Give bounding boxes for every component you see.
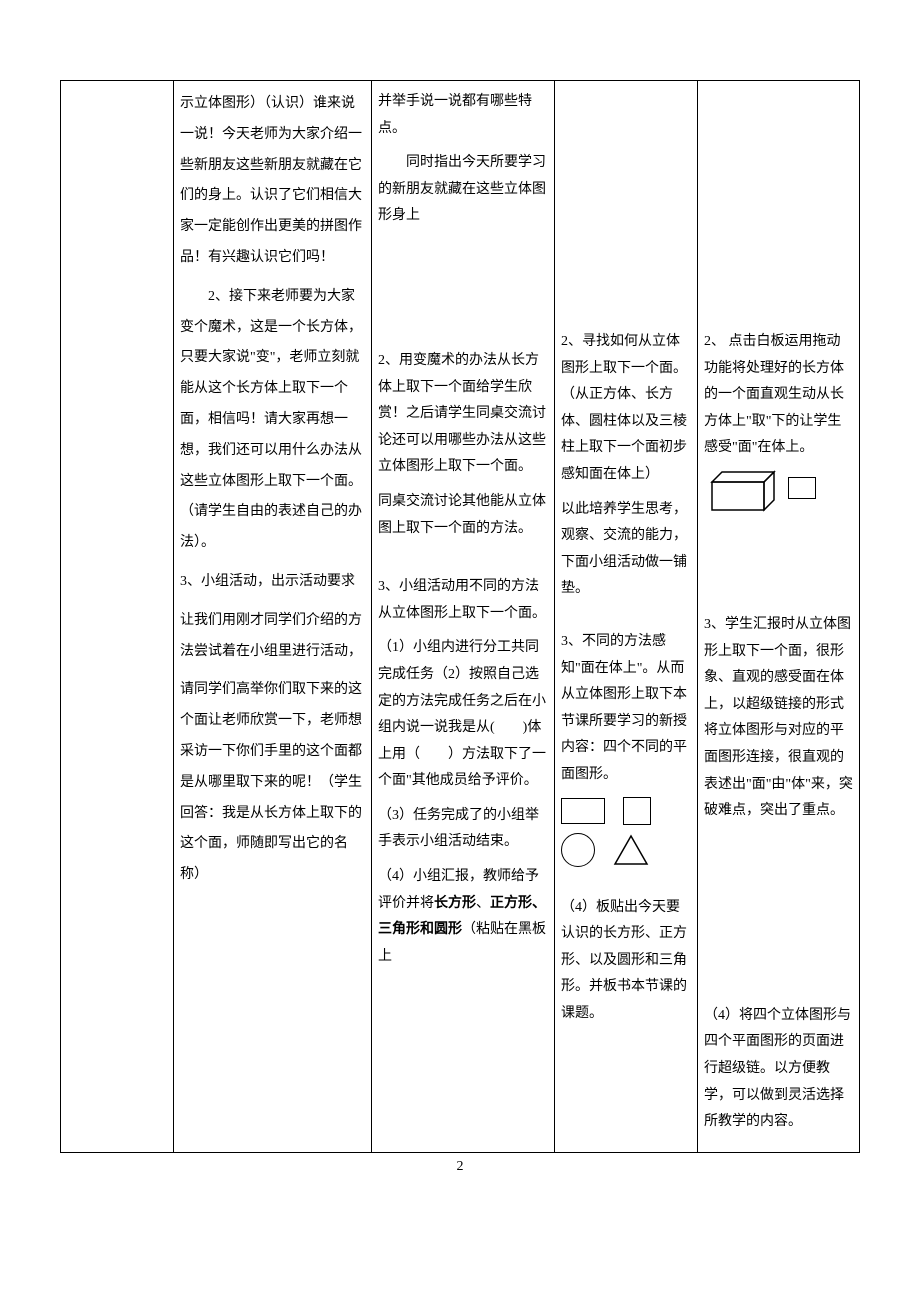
para: 3、小组活动用不同的方法从立体图形上取下一个面。 xyxy=(378,574,548,627)
para: （4）小组汇报，教师给予评价并将长方形、正方形、 三角形和圆形（粘贴在黑板上 xyxy=(378,864,548,970)
square-icon xyxy=(623,797,651,825)
cell-stage xyxy=(61,81,174,1153)
para: 2、寻找如何从立体图形上取下一个面。（从正方体、长方体、圆柱体以及三棱柱上取下一… xyxy=(561,329,691,489)
shapes-row-2 xyxy=(561,833,691,867)
cell-student-activity: 并举手说一说都有哪些特点。 同时指出今天所要学习的新朋友就藏在这些立体图形身上 … xyxy=(372,81,555,1153)
para: 示立体图形）（认识）谁来说一说！今天老师为大家介绍一些新朋友这些新朋友就藏在它们… xyxy=(180,89,365,274)
para: 3、学生汇报时从立体图形上取下一个面，很形象、直观的感受面在体上，以超级链接的形… xyxy=(704,612,853,825)
para: 让我们用刚才同学们介绍的方法尝试着在小组里进行活动， xyxy=(180,606,365,668)
para: 2、用变魔术的办法从长方体上取下一个面给学生欣赏！之后请学生同桌交流讨论还可以用… xyxy=(378,348,548,481)
cell-media-use: 2、 点击白板运用拖动功能将处理好的长方体的一个面直观生动从长方体上"取"下的让… xyxy=(698,81,860,1153)
page-number: 2 xyxy=(0,1159,920,1175)
shapes-row-1 xyxy=(561,797,691,825)
bold-text: 长方形 xyxy=(434,896,476,911)
para: （4）将四个立体图形与四个平面图形的页面进行超级链。以方便教学，可以做到灵活选择… xyxy=(704,1003,853,1136)
cell-teacher-activity: 示立体图形）（认识）谁来说一说！今天老师为大家介绍一些新朋友这些新朋友就藏在它们… xyxy=(174,81,372,1153)
rectangle-icon xyxy=(561,798,605,824)
lesson-plan-table: 示立体图形）（认识）谁来说一说！今天老师为大家介绍一些新朋友这些新朋友就藏在它们… xyxy=(60,80,860,1153)
triangle-icon xyxy=(613,834,649,866)
table-row: 示立体图形）（认识）谁来说一说！今天老师为大家介绍一些新朋友这些新朋友就藏在它们… xyxy=(61,81,860,1153)
para: （1）小组内进行分工共同完成任务（2）按照自己选定的方法完成任务之后在小组内说一… xyxy=(378,635,548,795)
circle-icon xyxy=(561,833,595,867)
para: 2、 点击白板运用拖动功能将处理好的长方体的一个面直观生动从长方体上"取"下的让… xyxy=(704,329,853,462)
small-rect-icon xyxy=(788,477,816,499)
para: 以此培养学生思考，观察、交流的能力，下面小组活动做一铺垫。 xyxy=(561,497,691,603)
document-page: 示立体图形）（认识）谁来说一说！今天老师为大家介绍一些新朋友这些新朋友就藏在它们… xyxy=(0,0,920,1193)
para: （3）任务完成了的小组举手表示小组活动结束。 xyxy=(378,803,548,856)
text: 、 xyxy=(476,896,490,911)
para: 请同学们高举你们取下来的这个面让老师欣赏一下，老师想采访一下你们手里的这个面都是… xyxy=(180,675,365,891)
para: 3、不同的方法感知"面在体上"。从而从立体图形上取下本节课所要学习的新授内容：四… xyxy=(561,629,691,789)
para: 同桌交流讨论其他能从立体图上取下一个面的方法。 xyxy=(378,489,548,542)
cuboid-icon xyxy=(704,470,774,506)
para: 2、接下来老师要为大家变个魔术，这是一个长方体，只要大家说"变"，老师立刻就能从… xyxy=(180,282,365,559)
cell-design-intent: 2、寻找如何从立体图形上取下一个面。（从正方体、长方体、圆柱体以及三棱柱上取下一… xyxy=(555,81,698,1153)
para: （4）板贴出今天要认识的长方形、正方形、以及圆形和三角形。并板书本节课的课题。 xyxy=(561,895,691,1028)
para: 3、小组活动，出示活动要求 xyxy=(180,567,365,598)
para: 同时指出今天所要学习的新朋友就藏在这些立体图形身上 xyxy=(378,150,548,230)
para: 并举手说一说都有哪些特点。 xyxy=(378,89,548,142)
cuboid-row xyxy=(704,470,853,506)
